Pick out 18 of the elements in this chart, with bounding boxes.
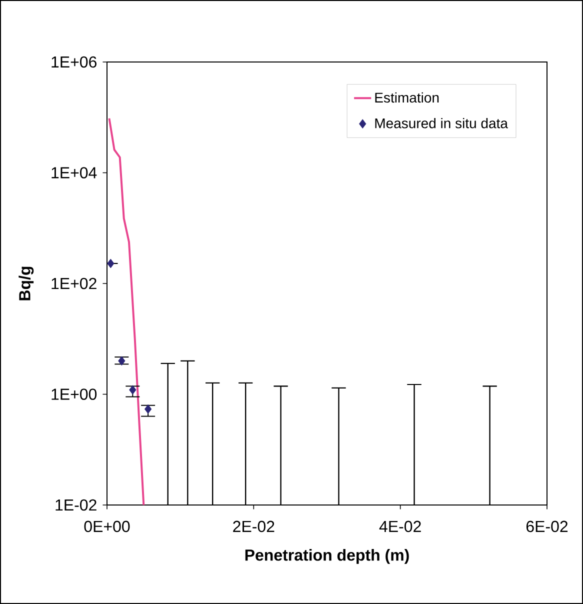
legend-label: Measured in situ data <box>375 118 508 128</box>
point <box>129 385 136 395</box>
point <box>144 404 152 414</box>
point <box>118 356 126 366</box>
y-tick-label: 1E+06 <box>52 56 96 68</box>
x-tick-label: 0E+00 <box>84 520 130 532</box>
y-tick-label: 1E+02 <box>52 278 96 290</box>
y-tick-label: 1E+00 <box>52 388 97 400</box>
x-tick-label: 4E-02 <box>379 520 421 532</box>
point <box>107 258 114 268</box>
y-tick-label: 1E-02 <box>56 499 96 511</box>
x-tick-label: 6E-02 <box>526 520 568 532</box>
x-tick-label: 2E-02 <box>233 520 274 532</box>
legend-label: Estimation <box>375 92 439 103</box>
line-series <box>108 117 145 505</box>
y-tick-label: 1E+04 <box>52 167 97 178</box>
x-axis-title: Penetration depth (m) <box>245 549 409 564</box>
y-axis-title: Bq/g <box>18 266 34 300</box>
